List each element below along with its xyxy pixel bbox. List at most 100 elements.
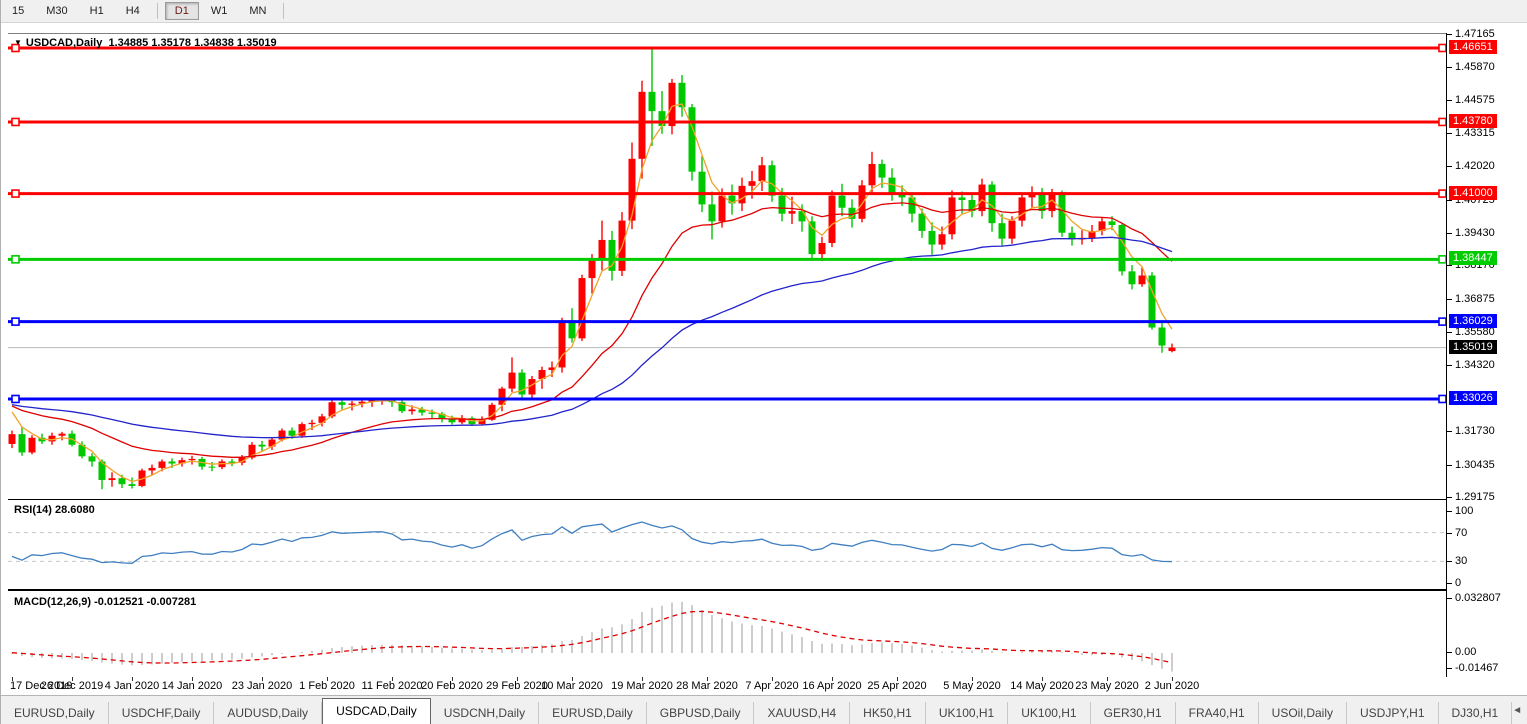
date-label: 26 Dec 2019 xyxy=(40,680,104,692)
candle-body xyxy=(8,434,16,444)
line-anchor-handle[interactable] xyxy=(1438,394,1446,404)
chart-tab-fra40-h1[interactable]: FRA40,H1 xyxy=(1176,702,1259,724)
candle-body xyxy=(1148,275,1156,328)
chart-dropdown-icon[interactable]: ▼ xyxy=(14,38,22,47)
candle-body xyxy=(1168,347,1176,352)
axis-tick-mark xyxy=(1447,265,1452,267)
timeframe-button-mn[interactable]: MN xyxy=(249,5,267,17)
chart-tab-uk100-h1[interactable]: UK100,H1 xyxy=(1008,702,1091,724)
chart-tab-usdchf-daily[interactable]: USDCHF,Daily xyxy=(109,702,215,724)
line-anchor-handle[interactable] xyxy=(11,394,20,404)
timeframe-button-h4[interactable]: H4 xyxy=(125,5,140,17)
candle-body xyxy=(918,213,926,231)
candle-body xyxy=(758,165,766,182)
line-anchor-handle[interactable] xyxy=(1438,255,1446,264)
candle-body xyxy=(498,388,506,405)
date-tick-mark xyxy=(972,677,973,681)
candle-body xyxy=(658,111,666,127)
chart-tab-usdcad-daily[interactable]: USDCAD,Daily xyxy=(322,698,431,724)
macd-label: MACD(12,26,9) -0.012521 -0.007281 xyxy=(14,596,197,608)
axis-tick-label: 1.34320 xyxy=(1455,358,1495,371)
candlestick-chart[interactable] xyxy=(8,34,1446,498)
candle-body xyxy=(828,195,836,244)
axis-tick-label: 1.29175 xyxy=(1455,491,1495,504)
price-level-label: 1.43780 xyxy=(1449,113,1497,128)
chart-tab-usoil-daily[interactable]: USOil,Daily xyxy=(1259,702,1348,724)
line-anchor-handle[interactable] xyxy=(1438,43,1446,53)
chart-tab-usdcnh-daily[interactable]: USDCNH,Daily xyxy=(431,702,540,724)
date-label: 28 Mar 2020 xyxy=(676,680,738,692)
line-anchor-handle[interactable] xyxy=(1438,117,1446,127)
axis-tick-label: 1.43315 xyxy=(1455,126,1495,139)
price-chart-panel[interactable]: ▼ USDCAD,Daily 1.34885 1.35178 1.34838 1.… xyxy=(8,33,1446,500)
candle-body xyxy=(1058,192,1066,233)
candle-body xyxy=(148,467,156,471)
candle-body xyxy=(728,195,736,204)
chart-tab-audusd-daily[interactable]: AUDUSD,Daily xyxy=(214,702,323,724)
date-tick-mark xyxy=(772,677,773,681)
line-anchor-handle[interactable] xyxy=(11,189,20,198)
chart-tab-xauusd-h4[interactable]: XAUUSD,H4 xyxy=(754,702,851,724)
line-anchor-handle[interactable] xyxy=(11,255,20,264)
axis-tick-label: 70 xyxy=(1455,526,1468,539)
axis-tick-label: 1.30435 xyxy=(1455,458,1495,471)
date-label: 5 May 2020 xyxy=(943,680,1001,692)
candle-body xyxy=(908,197,916,214)
axis-tick-label: 0.00 xyxy=(1455,646,1477,658)
candle-body xyxy=(178,460,186,464)
rsi-plot xyxy=(8,521,1446,564)
chart-tab-eurusd-daily[interactable]: EURUSD,Daily xyxy=(1,702,109,724)
candle-body xyxy=(948,197,956,235)
date-label: 14 May 2020 xyxy=(1010,680,1074,692)
timeframe-button-m30[interactable]: M30 xyxy=(46,5,68,17)
candle-body xyxy=(338,402,346,405)
chart-tab-uk100-h1[interactable]: UK100,H1 xyxy=(926,702,1009,724)
candle-body xyxy=(978,184,986,212)
date-axis: 17 Dec 2019 26 Dec 2019 4 Jan 2020 14 Jan 2… xyxy=(8,677,1446,695)
line-anchor-handle[interactable] xyxy=(1438,317,1446,326)
axis-tick-mark xyxy=(1447,583,1452,584)
chart-tab-eurusd-daily[interactable]: EURUSD,Daily xyxy=(539,702,647,724)
chart-tab-gbpusd-daily[interactable]: GBPUSD,Daily xyxy=(647,702,755,724)
tab-scroll-arrows: ◄► xyxy=(1512,705,1527,716)
date-tick-mark xyxy=(12,677,13,681)
candle-body xyxy=(768,165,776,196)
axis-tick-label: 1.31730 xyxy=(1455,425,1495,438)
candle-body xyxy=(1158,327,1166,346)
candle-body xyxy=(28,437,36,453)
line-anchor-handle[interactable] xyxy=(11,317,20,326)
line-anchor-handle[interactable] xyxy=(11,43,20,53)
date-label: 10 Mar 2020 xyxy=(541,680,603,692)
price-level-label: 1.41000 xyxy=(1449,185,1497,200)
chart-tab-ger30-h1[interactable]: GER30,H1 xyxy=(1091,702,1176,724)
chart-tab-dj30-h1[interactable]: DJ30,H1 xyxy=(1439,702,1513,724)
axis-tick-label: 1.35580 xyxy=(1455,326,1495,339)
date-tick-mark xyxy=(707,677,708,681)
candle-body xyxy=(988,184,996,224)
timeframe-button-15[interactable]: 15 xyxy=(12,5,25,17)
date-label: 11 Feb 2020 xyxy=(361,680,423,692)
axis-tick-mark xyxy=(1447,67,1452,69)
tab-scroll-left-icon[interactable]: ◄ xyxy=(1512,705,1527,716)
axis-tick-mark xyxy=(1447,233,1452,234)
candle-body xyxy=(538,370,546,380)
line-anchor-handle[interactable] xyxy=(11,117,20,127)
candle-body xyxy=(1018,197,1026,221)
axis-tick-mark xyxy=(1447,132,1452,134)
rsi-indicator-panel[interactable]: RSI(14) 28.6080 xyxy=(8,501,1446,591)
date-label: 25 Apr 2020 xyxy=(867,680,927,692)
candle-body xyxy=(718,195,726,222)
macd-indicator-panel[interactable]: MACD(12,26,9) -0.012521 -0.007281 xyxy=(8,593,1446,678)
candle-body xyxy=(928,230,936,245)
line-anchor-handle[interactable] xyxy=(1438,189,1446,198)
chart-tab-hk50-h1[interactable]: HK50,H1 xyxy=(850,702,926,724)
rsi-line xyxy=(11,521,1173,564)
chart-tab-usdjpy-h1[interactable]: USDJPY,H1 xyxy=(1347,702,1439,724)
timeframe-button-w1[interactable]: W1 xyxy=(210,5,228,17)
candle-body xyxy=(1128,271,1136,285)
candle-body xyxy=(1118,224,1126,272)
timeframe-button-h1[interactable]: H1 xyxy=(89,5,104,17)
axis-tick-mark xyxy=(1447,652,1452,653)
timeframe-button-d1[interactable]: D1 xyxy=(164,2,199,20)
axis-tick-mark xyxy=(1447,199,1452,201)
